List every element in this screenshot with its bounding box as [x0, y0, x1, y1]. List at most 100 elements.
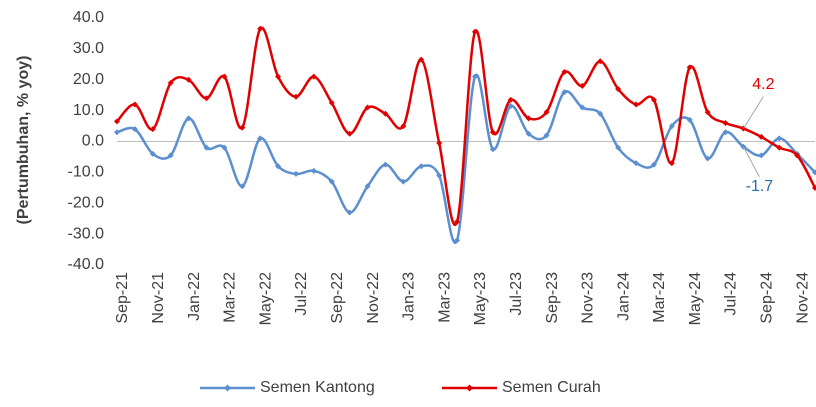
label-leader — [742, 96, 764, 129]
point-marker — [185, 76, 192, 83]
series-line — [116, 26, 816, 226]
legend-label: Semen Curah — [502, 379, 601, 396]
legend-marker — [466, 384, 473, 392]
series-line — [116, 73, 816, 245]
point-marker — [525, 115, 532, 122]
x-tick-label: Jan-22 — [186, 272, 203, 321]
point-marker — [543, 109, 550, 116]
point-marker — [704, 155, 711, 162]
point-marker — [221, 73, 228, 80]
point-marker — [149, 126, 156, 133]
point-marker — [686, 116, 693, 123]
point-marker — [597, 110, 604, 117]
point-marker — [257, 135, 264, 142]
x-tick-label: Mar-23 — [436, 272, 453, 323]
point-marker — [382, 161, 389, 168]
point-marker — [454, 218, 461, 225]
y-tick-label: -10.0 — [68, 164, 105, 181]
legend-label: Semen Kantong — [260, 379, 375, 396]
point-marker — [418, 163, 425, 170]
point-marker — [167, 152, 174, 159]
point-marker — [292, 170, 299, 177]
point-marker — [275, 73, 282, 80]
point-marker — [149, 150, 156, 157]
label-leader — [742, 146, 760, 177]
point-marker — [686, 64, 693, 71]
point-marker — [400, 178, 407, 185]
point-marker — [507, 102, 514, 109]
x-tick-label: Nov-22 — [365, 272, 382, 324]
point-marker — [203, 144, 210, 151]
y-tick-label: -40.0 — [68, 256, 105, 273]
x-tick-label: Mar-24 — [651, 272, 668, 323]
point-marker — [489, 146, 496, 153]
point-marker — [615, 144, 622, 151]
x-tick-label: Sep-23 — [544, 272, 561, 324]
point-marker — [758, 152, 765, 159]
y-tick-label: -20.0 — [68, 194, 105, 211]
x-tick-label: Nov-21 — [150, 272, 167, 324]
x-tick-label: Nov-23 — [580, 272, 597, 324]
y-tick-label: 20.0 — [73, 71, 104, 88]
point-marker — [758, 133, 765, 140]
x-tick-label: May-23 — [472, 272, 489, 325]
point-marker — [185, 115, 192, 122]
point-marker — [346, 209, 353, 216]
data-label: -1.7 — [746, 178, 774, 195]
point-marker — [471, 28, 478, 35]
point-marker — [615, 86, 622, 93]
point-marker — [722, 129, 729, 136]
point-marker — [507, 96, 514, 103]
point-marker — [131, 126, 138, 133]
point-marker — [221, 144, 228, 151]
point-marker — [597, 58, 604, 65]
y-tick-label: 40.0 — [73, 9, 104, 26]
point-marker — [239, 183, 246, 190]
point-marker — [650, 161, 657, 168]
point-marker — [418, 56, 425, 63]
point-marker — [328, 99, 335, 106]
point-marker — [704, 109, 711, 116]
point-marker — [239, 124, 246, 131]
point-marker — [436, 140, 443, 147]
point-marker — [364, 183, 371, 190]
point-marker — [812, 184, 816, 191]
point-marker — [454, 237, 461, 244]
x-tick-label: Jul-22 — [293, 272, 310, 316]
point-marker — [275, 163, 282, 170]
point-marker — [203, 95, 210, 102]
point-marker — [633, 101, 640, 108]
y-tick-label: 0.0 — [82, 133, 104, 150]
y-tick-label: -30.0 — [68, 225, 105, 242]
point-marker — [436, 172, 443, 179]
point-marker — [561, 89, 568, 96]
point-marker — [400, 123, 407, 130]
point-marker — [131, 101, 138, 108]
x-tick-label: Nov-24 — [794, 272, 811, 324]
x-tick-label: Jul-24 — [723, 272, 740, 316]
point-marker — [525, 130, 532, 137]
point-marker — [650, 96, 657, 103]
point-marker — [633, 160, 640, 167]
point-marker — [489, 129, 496, 136]
point-marker — [167, 79, 174, 86]
point-marker — [561, 69, 568, 76]
x-tick-label: Mar-22 — [222, 272, 239, 323]
x-tick-label: Jul-23 — [508, 272, 525, 316]
point-marker — [292, 93, 299, 100]
y-tick-label: 30.0 — [73, 40, 104, 57]
data-label: 4.2 — [752, 76, 774, 93]
y-tick-label: 10.0 — [73, 102, 104, 119]
x-tick-label: Sep-24 — [759, 272, 776, 324]
point-marker — [812, 169, 816, 176]
x-tick-label: Sep-21 — [114, 272, 131, 324]
point-marker — [257, 25, 264, 32]
point-marker — [114, 129, 120, 136]
point-marker — [471, 73, 478, 80]
point-marker — [668, 160, 675, 167]
point-marker — [794, 152, 801, 159]
point-marker — [346, 130, 353, 137]
point-marker — [579, 104, 586, 111]
point-marker — [364, 104, 371, 111]
